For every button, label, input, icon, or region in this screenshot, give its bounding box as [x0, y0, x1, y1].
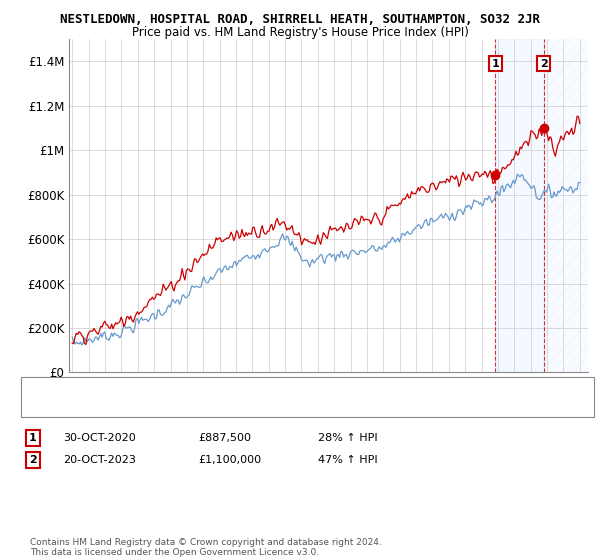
Text: 30-OCT-2020: 30-OCT-2020 [63, 433, 136, 443]
Text: £1,100,000: £1,100,000 [198, 455, 261, 465]
Text: Price paid vs. HM Land Registry's House Price Index (HPI): Price paid vs. HM Land Registry's House … [131, 26, 469, 39]
Text: £887,500: £887,500 [198, 433, 251, 443]
Text: Contains HM Land Registry data © Crown copyright and database right 2024.
This d: Contains HM Land Registry data © Crown c… [30, 538, 382, 557]
Bar [495, 39, 544, 372]
Text: 1: 1 [491, 59, 499, 69]
Text: 47% ↑ HPI: 47% ↑ HPI [318, 455, 377, 465]
Text: 2: 2 [540, 59, 548, 69]
Text: 1: 1 [29, 433, 37, 443]
Text: 20-OCT-2023: 20-OCT-2023 [63, 455, 136, 465]
Bar [544, 39, 588, 372]
Text: 28% ↑ HPI: 28% ↑ HPI [318, 433, 377, 443]
Text: HPI: Average price, detached house, Winchester: HPI: Average price, detached house, Winc… [75, 405, 326, 416]
Text: NESTLEDOWN, HOSPITAL ROAD, SHIRRELL HEATH, SOUTHAMPTON, SO32 2JR (detached: NESTLEDOWN, HOSPITAL ROAD, SHIRRELL HEAT… [75, 393, 532, 403]
Text: NESTLEDOWN, HOSPITAL ROAD, SHIRRELL HEATH, SOUTHAMPTON, SO32 2JR: NESTLEDOWN, HOSPITAL ROAD, SHIRRELL HEAT… [60, 13, 540, 26]
Text: 2: 2 [29, 455, 37, 465]
